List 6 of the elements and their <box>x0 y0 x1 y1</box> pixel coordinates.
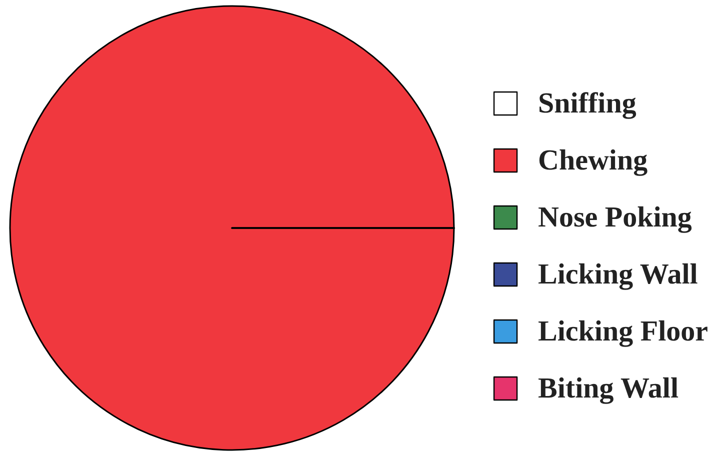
legend-label: Licking Wall <box>538 258 698 290</box>
legend-label: Sniffing <box>538 88 637 120</box>
legend-label: Nose Poking <box>538 202 692 234</box>
legend-label: Biting Wall <box>538 372 679 404</box>
legend-label: Licking Floor <box>538 316 708 348</box>
legend-label: Chewing <box>538 144 648 176</box>
